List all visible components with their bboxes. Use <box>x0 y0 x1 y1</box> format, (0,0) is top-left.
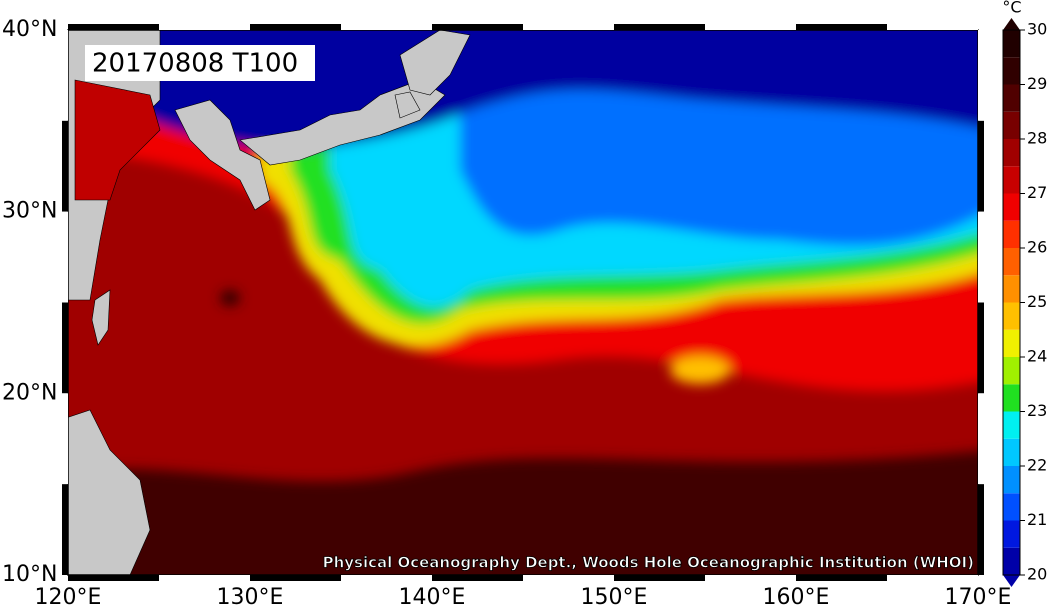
colorbar-swatch <box>1003 357 1020 385</box>
frame-segment <box>62 302 68 394</box>
frame-ticks <box>62 24 984 581</box>
frame-segment <box>159 24 250 30</box>
colorbar-tick-label: 25 <box>1027 292 1047 311</box>
colorbar-tick-label: 20 <box>1027 565 1047 584</box>
colorbar: 20 21 22 23 24 25 26 27 28 29 30 <box>1002 18 1047 587</box>
colorbar-swatch <box>1003 57 1020 85</box>
lat-label: 10°N <box>2 562 57 587</box>
colorbar-tick-label: 27 <box>1027 183 1047 202</box>
frame-segment <box>978 393 984 485</box>
frame-segment <box>523 575 614 581</box>
colorbar-swatch <box>1003 193 1020 221</box>
frame-segment <box>62 211 68 303</box>
lon-label: 150°E <box>581 585 648 610</box>
colorbar-swatch <box>1003 520 1020 548</box>
colorbar-label: °C <box>1002 0 1021 17</box>
frame-segment <box>705 24 796 30</box>
frame-segment <box>614 575 705 581</box>
colorbar-tick-label: 29 <box>1027 74 1047 93</box>
frame-segment <box>250 24 341 30</box>
frame-segment <box>62 484 68 575</box>
sst-field <box>68 30 978 575</box>
colorbar-swatch <box>1003 84 1020 112</box>
colorbar-swatch <box>1003 466 1020 494</box>
lat-label: 40°N <box>2 17 57 42</box>
colorbar-swatch <box>1003 30 1020 58</box>
colorbar-swatch <box>1003 139 1020 167</box>
colorbar-swatch <box>1003 384 1020 412</box>
colorbar-swatch <box>1003 248 1020 276</box>
frame-segment <box>796 575 887 581</box>
colorbar-swatch <box>1003 547 1020 575</box>
colorbar-tick-label: 23 <box>1027 401 1047 420</box>
colorbar-swatch <box>1003 302 1020 330</box>
frame-segment <box>432 24 523 30</box>
lat-label: 20°N <box>2 380 57 405</box>
colorbar-tick-label: 24 <box>1027 347 1047 366</box>
frame-segment <box>978 30 984 121</box>
frame-segment <box>62 120 68 212</box>
colorbar-over <box>1003 18 1020 30</box>
frame-segment <box>159 575 250 581</box>
lon-label: 120°E <box>35 585 102 610</box>
colorbar-tick-label: 28 <box>1027 129 1047 148</box>
colorbar-tick-label: 26 <box>1027 238 1047 257</box>
frame-segment <box>341 575 432 581</box>
colorbar-swatch <box>1003 111 1020 139</box>
frame-segment <box>978 302 984 394</box>
frame-segment <box>62 393 68 485</box>
lon-label: 160°E <box>763 585 830 610</box>
frame-segment <box>62 30 68 121</box>
frame-segment <box>796 24 887 30</box>
frame-segment <box>68 575 159 581</box>
frame-segment <box>250 575 341 581</box>
colorbar-tick-label: 21 <box>1027 510 1047 529</box>
credit: Physical Oceanography Dept., Woods Hole … <box>323 554 974 572</box>
lat-label: 30°N <box>2 199 57 224</box>
colorbar-swatch <box>1003 220 1020 248</box>
colorbar-swatch <box>1003 411 1020 439</box>
colorbar-swatch <box>1003 438 1020 466</box>
colorbar-swatch <box>1003 275 1020 303</box>
colorbar-swatch <box>1003 166 1020 194</box>
frame-segment <box>614 24 705 30</box>
lon-label: 130°E <box>217 585 284 610</box>
frame-segment <box>978 120 984 212</box>
frame-segment <box>432 575 523 581</box>
frame-segment <box>705 575 796 581</box>
frame-segment <box>887 24 978 30</box>
lon-label: 140°E <box>399 585 466 610</box>
frame-segment <box>341 24 432 30</box>
frame-segment <box>523 24 614 30</box>
colorbar-tick-label: 30 <box>1027 20 1047 39</box>
frame-segment <box>978 484 984 575</box>
title-box <box>85 45 315 81</box>
colorbar-under <box>1003 575 1020 587</box>
frame-segment <box>68 24 159 30</box>
colorbar-tick-label: 22 <box>1027 456 1047 475</box>
land <box>68 30 471 575</box>
frame-segment <box>887 575 978 581</box>
frame-segment <box>978 211 984 303</box>
colorbar-swatch <box>1003 493 1020 521</box>
map-title: 20170808 T100 <box>92 49 298 79</box>
colorbar-swatch <box>1003 329 1020 357</box>
lon-label: 170°E <box>945 585 1012 610</box>
